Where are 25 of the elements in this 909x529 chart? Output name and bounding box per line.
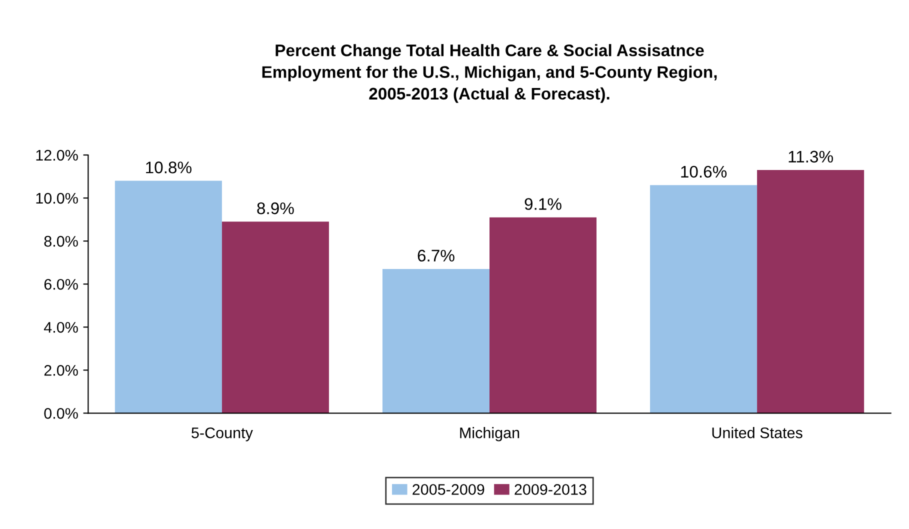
bar — [382, 269, 490, 414]
data-label: 9.1% — [524, 198, 562, 210]
y-tick-label: 4.0% — [44, 322, 78, 333]
data-label: 6.7% — [418, 250, 454, 262]
y-tick-label: 2.0% — [44, 364, 78, 376]
y-tick-label: 10.0% — [36, 192, 78, 204]
data-label: 8.9% — [257, 202, 294, 214]
bar — [757, 170, 864, 414]
y-tick-label: 8.0% — [44, 236, 78, 247]
bar — [222, 222, 329, 414]
data-label: 10.6% — [681, 166, 727, 178]
x-tick-label: United States — [712, 427, 802, 438]
bar — [489, 217, 597, 414]
x-tick-label: Michigan — [460, 427, 520, 442]
data-label: 11.3% — [788, 150, 833, 163]
chart-title: Percent Change Total Health Care & Social Assisatnce Employment for the U.S., Michigan, and 5-County Region, 2005-2013 (Actual & Forecast). — [262, 44, 717, 103]
y-tick-label: 0.0% — [44, 408, 78, 419]
y-tick-label: 6.0% — [44, 278, 78, 290]
data-label: 10.8% — [146, 162, 192, 174]
bar — [114, 180, 222, 414]
legend-label: 2005-2009 — [412, 484, 484, 495]
bar — [650, 185, 758, 414]
legend-label: 2009-2013 — [514, 484, 586, 495]
x-tick-label: 5-County — [192, 427, 253, 442]
y-tick-label: 12.0% — [36, 150, 78, 161]
